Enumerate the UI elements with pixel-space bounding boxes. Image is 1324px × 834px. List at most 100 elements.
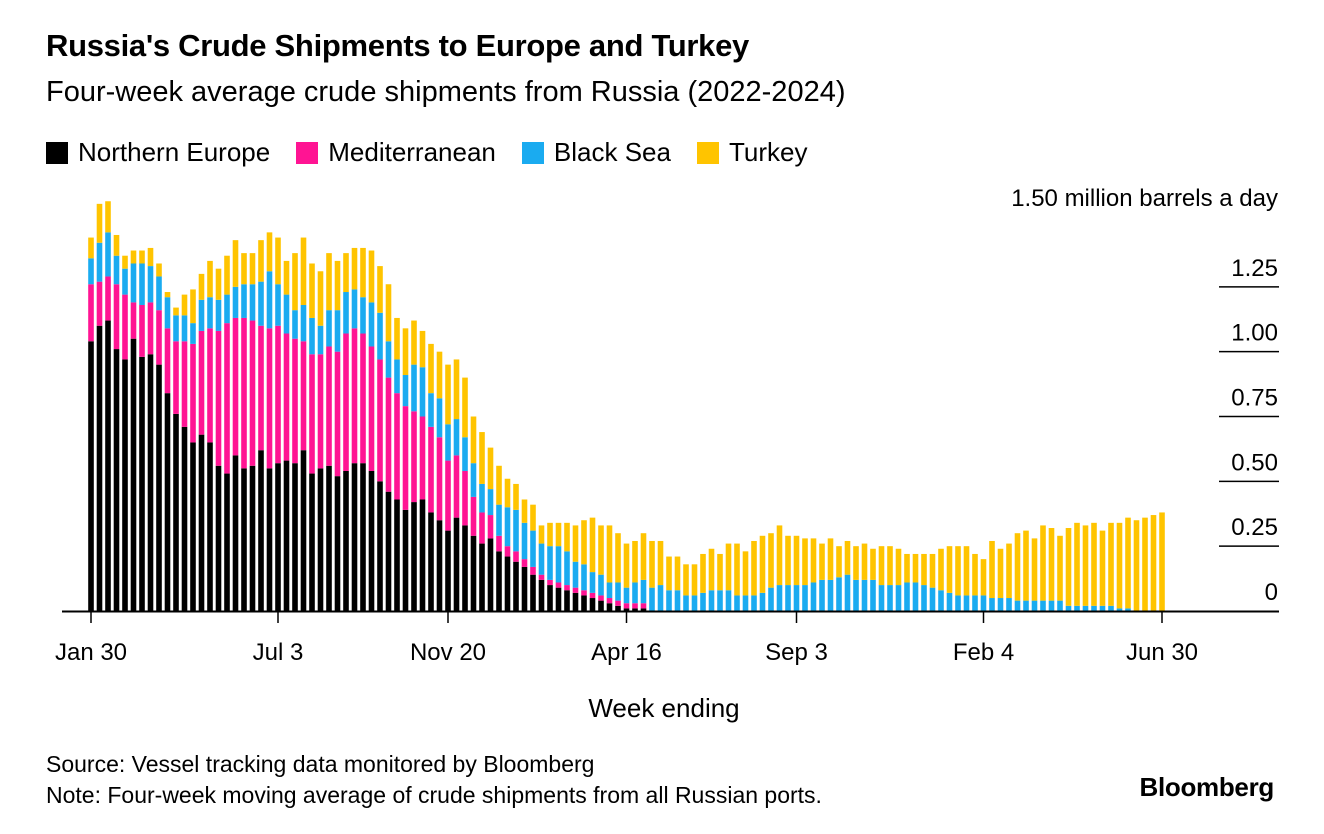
bar-black-sea-22 bbox=[275, 284, 281, 326]
bar-turkey-84 bbox=[802, 538, 808, 586]
bar-black-sea-103 bbox=[963, 595, 970, 611]
bar-black-sea-118 bbox=[1091, 605, 1097, 611]
bar-mediterranean-39 bbox=[419, 416, 426, 500]
bar-black-sea-84 bbox=[802, 585, 808, 611]
legend: Northern Europe Mediterranean Black Sea … bbox=[46, 137, 833, 168]
bar-northern-europe-25 bbox=[300, 450, 307, 611]
bar-black-sea-77 bbox=[742, 595, 749, 611]
bar-turkey-11 bbox=[181, 294, 188, 316]
bar-turkey-78 bbox=[751, 540, 757, 596]
bar-turkey-100 bbox=[938, 548, 944, 591]
bar-black-sea-85 bbox=[810, 582, 817, 611]
bar-black-sea-107 bbox=[997, 598, 1004, 611]
bar-turkey-5 bbox=[130, 250, 137, 264]
bar-turkey-105 bbox=[980, 559, 987, 596]
bar-black-sea-40 bbox=[428, 393, 434, 427]
bar-northern-europe-20 bbox=[258, 450, 264, 611]
bar-mediterranean-38 bbox=[411, 411, 417, 503]
bar-black-sea-23 bbox=[283, 294, 290, 334]
bar-northern-europe-2 bbox=[105, 320, 111, 611]
bar-black-sea-87 bbox=[827, 579, 834, 611]
bar-turkey-109 bbox=[1014, 533, 1021, 601]
legend-item-northern-europe: Northern Europe bbox=[46, 137, 270, 168]
bar-mediterranean-65 bbox=[640, 603, 647, 609]
bar-black-sea-36 bbox=[394, 359, 400, 394]
bar-mediterranean-36 bbox=[394, 393, 400, 500]
bar-northern-europe-8 bbox=[156, 364, 162, 611]
legend-label-black-sea: Black Sea bbox=[553, 137, 671, 167]
bar-mediterranean-5 bbox=[130, 302, 137, 339]
bar-black-sea-34 bbox=[377, 312, 383, 360]
bar-turkey-74 bbox=[717, 553, 723, 591]
bar-northern-europe-43 bbox=[453, 517, 460, 611]
bar-mediterranean-41 bbox=[436, 437, 443, 521]
bar-northern-europe-51 bbox=[521, 566, 528, 611]
bar-mediterranean-35 bbox=[385, 377, 392, 492]
bar-mediterranean-56 bbox=[564, 585, 570, 591]
bar-mediterranean-23 bbox=[283, 333, 290, 461]
bar-mediterranean-20 bbox=[258, 325, 264, 451]
bar-northern-europe-29 bbox=[334, 476, 341, 611]
bar-northern-europe-47 bbox=[487, 538, 494, 611]
bar-turkey-77 bbox=[742, 551, 749, 596]
bar-turkey-26 bbox=[309, 263, 315, 318]
bar-black-sea-101 bbox=[946, 592, 953, 611]
bar-mediterranean-60 bbox=[598, 595, 604, 601]
bar-northern-europe-52 bbox=[530, 574, 536, 611]
bar-black-sea-91 bbox=[861, 579, 868, 611]
y-tick-label: 0.50 bbox=[1231, 449, 1278, 476]
bar-black-sea-11 bbox=[181, 315, 188, 342]
bar-turkey-37 bbox=[402, 328, 409, 376]
bar-turkey-56 bbox=[564, 522, 570, 552]
x-tick-label: Feb 4 bbox=[953, 639, 1014, 666]
legend-swatch-black-sea bbox=[521, 141, 544, 164]
bar-turkey-112 bbox=[1040, 525, 1046, 601]
bar-black-sea-26 bbox=[309, 317, 315, 355]
bar-turkey-83 bbox=[793, 535, 800, 586]
bar-turkey-40 bbox=[428, 343, 434, 394]
y-tick-label: 0 bbox=[1265, 579, 1278, 606]
bar-turkey-7 bbox=[147, 247, 154, 267]
bar-black-sea-75 bbox=[725, 590, 732, 611]
bar-black-sea-12 bbox=[190, 323, 196, 344]
bar-turkey-116 bbox=[1074, 522, 1080, 606]
bar-black-sea-31 bbox=[351, 289, 358, 329]
x-tick-label: Jul 3 bbox=[253, 639, 304, 666]
bar-black-sea-9 bbox=[164, 297, 171, 329]
bar-black-sea-57 bbox=[572, 561, 579, 588]
bar-black-sea-44 bbox=[462, 437, 468, 471]
bar-turkey-30 bbox=[343, 253, 349, 293]
bar-mediterranean-31 bbox=[351, 328, 358, 464]
bar-turkey-16 bbox=[224, 255, 230, 295]
bar-turkey-4 bbox=[122, 255, 128, 269]
bar-black-sea-46 bbox=[479, 483, 485, 513]
bar-northern-europe-50 bbox=[513, 561, 519, 611]
bar-mediterranean-21 bbox=[266, 328, 273, 469]
bar-mediterranean-6 bbox=[139, 304, 145, 357]
bar-black-sea-97 bbox=[912, 582, 919, 611]
bar-turkey-52 bbox=[530, 504, 536, 531]
bar-turkey-57 bbox=[572, 525, 579, 562]
bar-mediterranean-47 bbox=[487, 515, 494, 539]
bar-black-sea-64 bbox=[632, 582, 638, 604]
bar-mediterranean-27 bbox=[317, 354, 324, 469]
bar-turkey-44 bbox=[462, 377, 468, 438]
bar-black-sea-42 bbox=[445, 424, 451, 461]
bar-northern-europe-18 bbox=[241, 468, 247, 611]
bar-mediterranean-11 bbox=[181, 341, 188, 427]
bar-turkey-6 bbox=[139, 250, 145, 264]
bar-mediterranean-22 bbox=[275, 325, 281, 464]
bar-mediterranean-14 bbox=[207, 328, 213, 443]
bar-northern-europe-37 bbox=[402, 509, 409, 611]
bar-mediterranean-13 bbox=[198, 330, 205, 435]
bar-black-sea-19 bbox=[249, 284, 256, 321]
bar-mediterranean-10 bbox=[173, 341, 179, 414]
bar-turkey-108 bbox=[1006, 543, 1012, 599]
bar-turkey-61 bbox=[606, 525, 613, 583]
bar-turkey-55 bbox=[555, 522, 562, 547]
bar-turkey-43 bbox=[453, 359, 460, 420]
legend-swatch-turkey bbox=[696, 141, 719, 164]
bar-northern-europe-39 bbox=[419, 499, 426, 611]
bar-turkey-25 bbox=[300, 237, 307, 305]
